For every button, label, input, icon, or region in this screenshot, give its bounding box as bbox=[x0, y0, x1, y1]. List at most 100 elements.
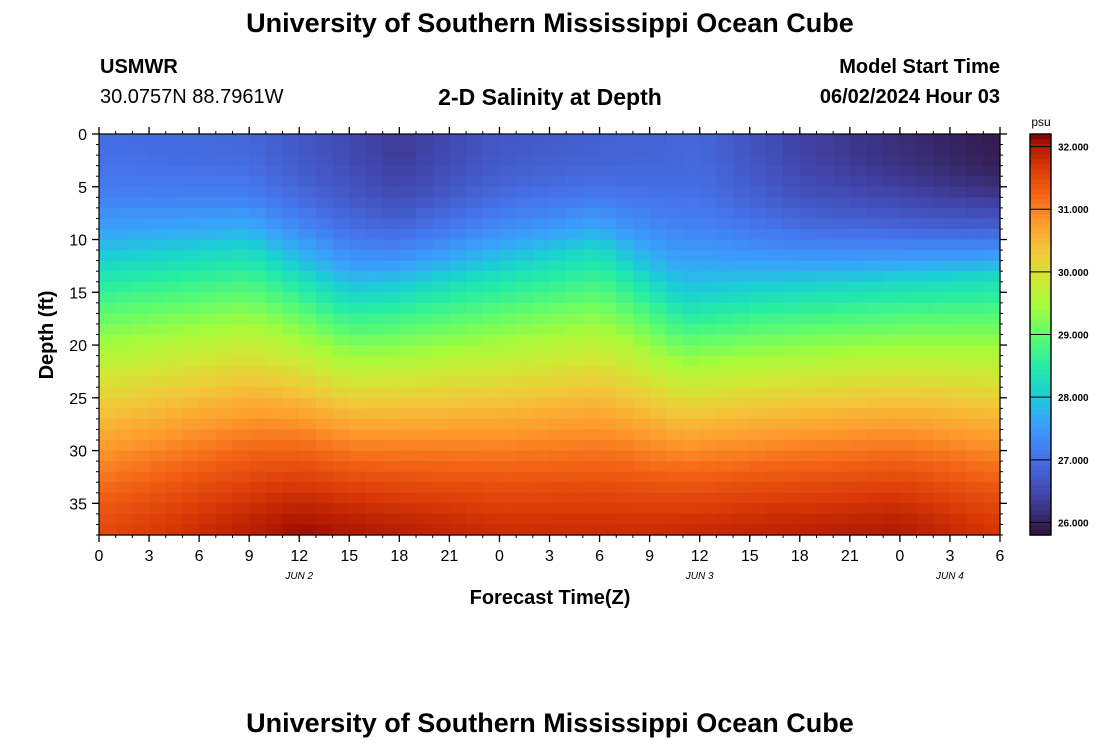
heatmap-cell bbox=[733, 503, 751, 515]
heatmap-cell bbox=[833, 207, 851, 220]
heatmap-cell bbox=[232, 165, 250, 177]
heatmap-cell bbox=[666, 429, 684, 441]
colorbar-unit-label: psu bbox=[1031, 115, 1050, 129]
heatmap-cell bbox=[983, 155, 1001, 167]
heatmap-cell bbox=[966, 524, 984, 536]
heatmap-cell bbox=[632, 250, 651, 262]
y-tick-label: 25 bbox=[69, 391, 87, 408]
heatmap-cell bbox=[866, 281, 884, 293]
heatmap-cell bbox=[516, 250, 534, 262]
heatmap-cell bbox=[399, 345, 417, 357]
heatmap-cell bbox=[766, 155, 784, 167]
heatmap-cell bbox=[399, 155, 417, 167]
heatmap-cell bbox=[232, 429, 250, 441]
heatmap-cell bbox=[649, 144, 667, 156]
heatmap-cell bbox=[99, 471, 117, 483]
footer-title: University of Southern Mississippi Ocean… bbox=[246, 708, 854, 738]
heatmap-cell bbox=[349, 313, 367, 325]
heatmap-cell bbox=[816, 207, 834, 220]
heatmap-cell bbox=[516, 260, 534, 272]
heatmap-cell bbox=[199, 408, 217, 420]
heatmap-cell bbox=[566, 503, 584, 515]
heatmap-cell bbox=[866, 250, 884, 262]
heatmap-cell bbox=[883, 144, 901, 156]
heatmap-cell bbox=[532, 345, 551, 357]
heatmap-cell bbox=[365, 197, 384, 209]
heatmap-cell bbox=[399, 503, 417, 515]
heatmap-cell bbox=[499, 503, 517, 515]
x-tick-label: 0 bbox=[95, 548, 104, 565]
heatmap-cell bbox=[749, 524, 768, 536]
heatmap-cell bbox=[249, 144, 267, 156]
heatmap-cell bbox=[499, 345, 517, 357]
heatmap-cell bbox=[349, 218, 367, 230]
heatmap-cell bbox=[315, 197, 334, 209]
heatmap-cell bbox=[632, 482, 651, 494]
heatmap-cell bbox=[149, 471, 167, 483]
heatmap-cell bbox=[582, 345, 601, 357]
heatmap-cell bbox=[716, 186, 734, 198]
heatmap-cell bbox=[566, 239, 584, 251]
heatmap-cell bbox=[733, 134, 751, 146]
heatmap-cell bbox=[816, 366, 834, 378]
heatmap-cell bbox=[249, 418, 267, 431]
heatmap-cell bbox=[249, 207, 267, 220]
heatmap-cell bbox=[199, 429, 217, 441]
heatmap-cell bbox=[733, 440, 751, 452]
heatmap-cell bbox=[265, 524, 284, 536]
heatmap-cell bbox=[99, 376, 117, 388]
heatmap-cell bbox=[883, 345, 901, 357]
heatmap-cell bbox=[949, 207, 968, 220]
heatmap-cell bbox=[599, 440, 617, 452]
heatmap-cell bbox=[682, 292, 701, 304]
colorbar-segment bbox=[1030, 409, 1051, 416]
heatmap-cell bbox=[766, 334, 784, 346]
heatmap-cell bbox=[849, 207, 868, 220]
heatmap-cell bbox=[766, 524, 784, 536]
heatmap-cell bbox=[616, 197, 634, 209]
heatmap-cell bbox=[849, 376, 868, 388]
heatmap-cell bbox=[516, 513, 534, 526]
heatmap-cell bbox=[549, 387, 567, 399]
heatmap-cell bbox=[682, 176, 701, 188]
heatmap-cell bbox=[933, 513, 951, 526]
heatmap-cell bbox=[416, 186, 434, 198]
heatmap-cell bbox=[466, 144, 484, 156]
heatmap-cell bbox=[382, 503, 400, 515]
heatmap-cell bbox=[265, 165, 284, 177]
heatmap-cell bbox=[516, 323, 534, 336]
heatmap-cell bbox=[666, 176, 684, 188]
heatmap-cell bbox=[282, 366, 300, 378]
heatmap-cell bbox=[149, 492, 167, 504]
colorbar-segment bbox=[1030, 419, 1051, 426]
heatmap-cell bbox=[833, 334, 851, 346]
heatmap-cell bbox=[866, 482, 884, 494]
heatmap-cell bbox=[99, 218, 117, 230]
heatmap-cell bbox=[432, 313, 450, 325]
heatmap-cell bbox=[115, 323, 133, 336]
heatmap-cell bbox=[382, 292, 400, 304]
heatmap-cell bbox=[332, 250, 350, 262]
heatmap-cell bbox=[115, 503, 133, 515]
heatmap-cell bbox=[516, 471, 534, 483]
heatmap-cell bbox=[566, 218, 584, 230]
heatmap-cell bbox=[449, 207, 467, 220]
heatmap-cell bbox=[916, 207, 934, 220]
heatmap-cell bbox=[682, 155, 701, 167]
heatmap-cell bbox=[199, 228, 217, 241]
heatmap-cell bbox=[382, 228, 400, 241]
heatmap-cell bbox=[466, 408, 484, 420]
heatmap-cell bbox=[816, 387, 834, 399]
heatmap-cell bbox=[883, 503, 901, 515]
heatmap-cell bbox=[833, 461, 851, 473]
heatmap-cell bbox=[232, 355, 250, 367]
heatmap-cell bbox=[482, 418, 501, 431]
heatmap-cell bbox=[799, 207, 818, 220]
heatmap-cell bbox=[916, 482, 934, 494]
heatmap-cell bbox=[783, 165, 801, 177]
heatmap-cell bbox=[382, 471, 400, 483]
heatmap-cell bbox=[866, 134, 884, 146]
heatmap-cell bbox=[299, 134, 317, 146]
heatmap-cell bbox=[416, 513, 434, 526]
heatmap-cell bbox=[716, 387, 734, 399]
